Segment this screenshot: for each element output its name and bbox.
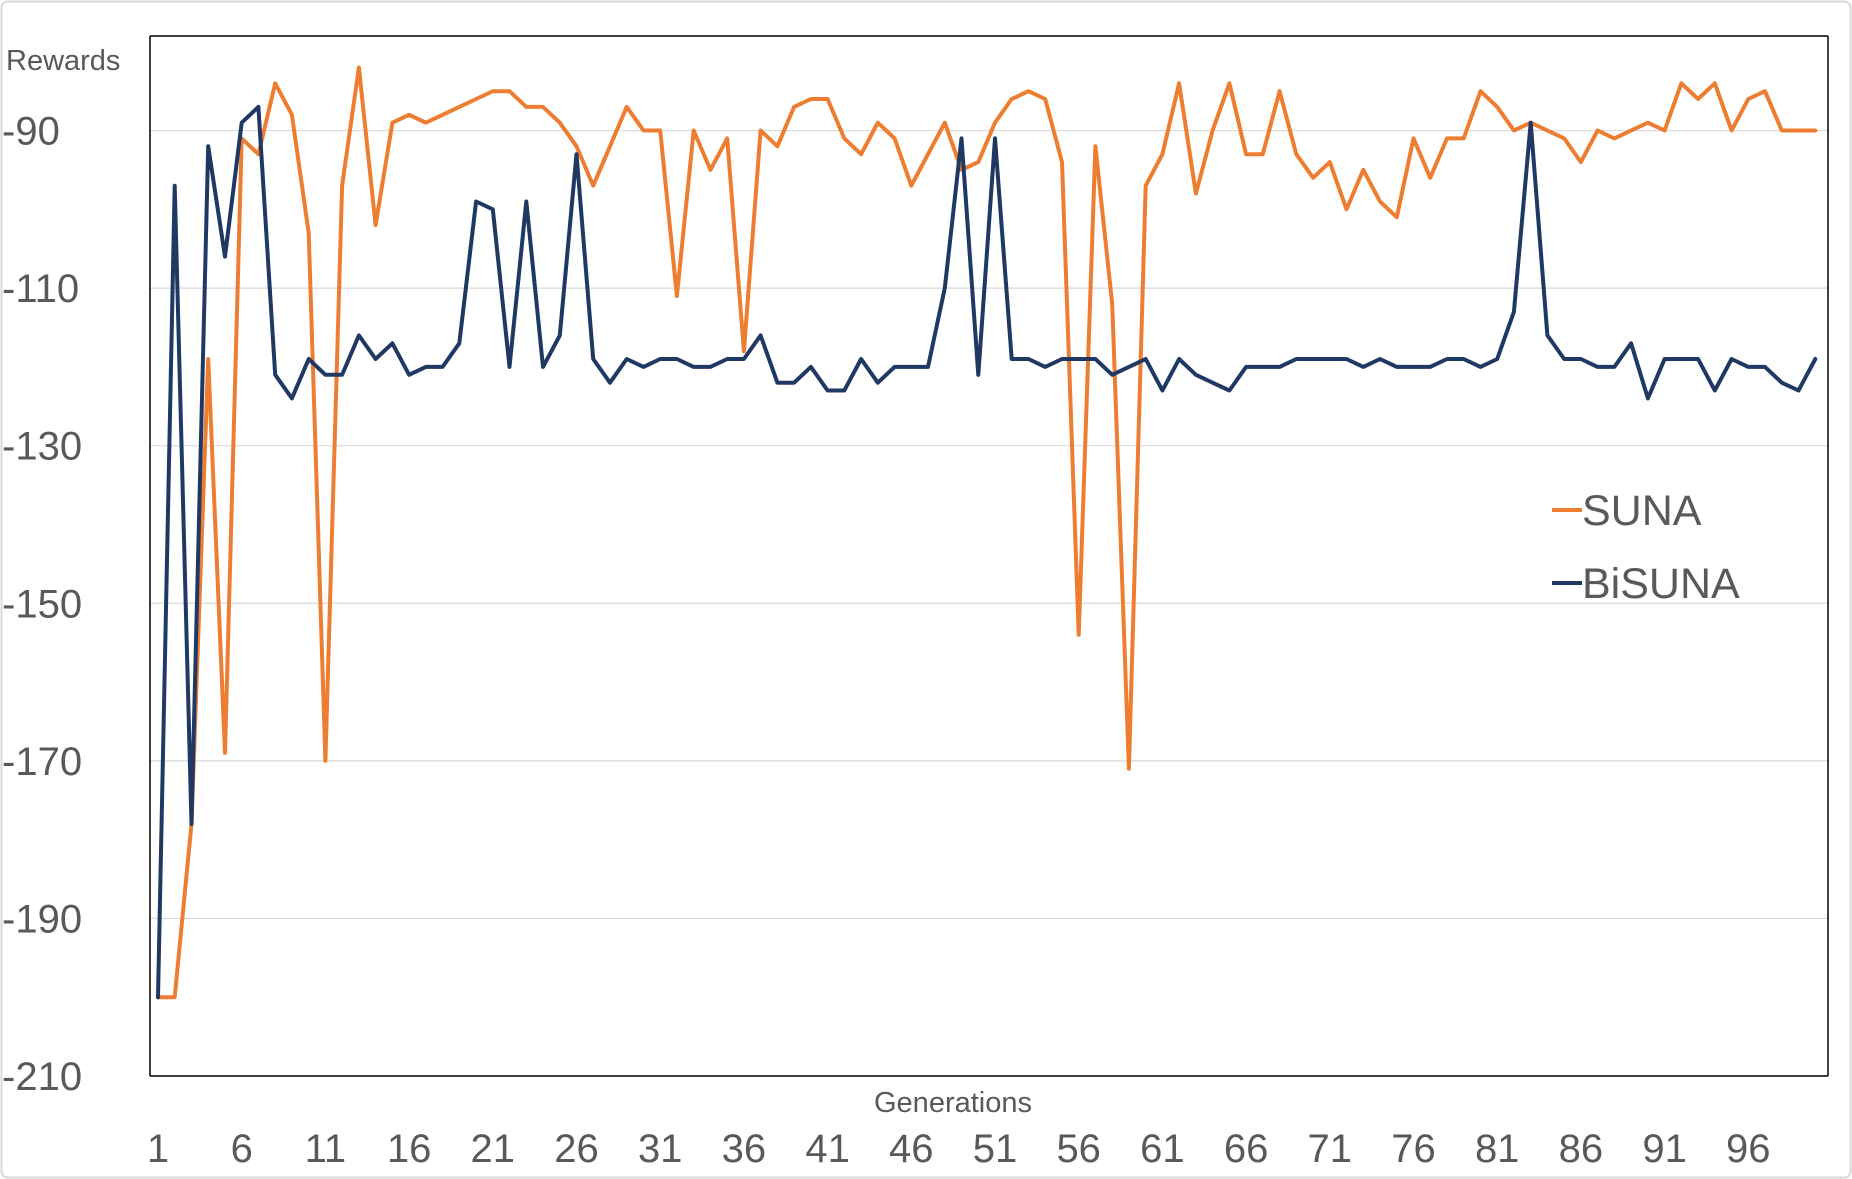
y-tick-label: -170 bbox=[2, 740, 82, 784]
plot-area bbox=[149, 35, 1829, 1077]
x-tick-label: 61 bbox=[1140, 1127, 1185, 1171]
x-tick-label: 26 bbox=[554, 1127, 599, 1171]
x-tick-label: 31 bbox=[638, 1127, 683, 1171]
x-tick-label: 71 bbox=[1308, 1127, 1353, 1171]
x-tick-label: 46 bbox=[889, 1127, 934, 1171]
series-lines bbox=[156, 65, 1818, 1000]
x-tick-label: 11 bbox=[305, 1127, 347, 1171]
y-tick-label: -130 bbox=[2, 425, 82, 469]
y-tick-label: -190 bbox=[2, 897, 82, 941]
x-axis-ticks: 1 6 11 16 21 26 31 36 41 46 51 56 61 66 71 76 81 86 91 96 bbox=[147, 1127, 1771, 1171]
y-axis-ticks: -90 -110 -130 -150 -170 -190 -210 bbox=[2, 110, 82, 1099]
y-axis-title: Rewards bbox=[6, 45, 120, 77]
x-tick-label: 16 bbox=[387, 1127, 432, 1171]
x-tick-label: 91 bbox=[1642, 1127, 1687, 1171]
y-tick-label: -110 bbox=[2, 267, 79, 311]
x-tick-label: 6 bbox=[231, 1127, 253, 1171]
x-tick-label: 76 bbox=[1391, 1127, 1436, 1171]
y-tick-label: -90 bbox=[2, 110, 60, 154]
legend-label-suna: SUNA bbox=[1582, 487, 1702, 535]
x-tick-label: 51 bbox=[973, 1127, 1018, 1171]
x-tick-label: 56 bbox=[1056, 1127, 1101, 1171]
legend-label-bisuna: BiSUNA bbox=[1582, 560, 1740, 608]
legend: SUNA BiSUNA bbox=[1552, 487, 1740, 608]
x-axis-title: Generations bbox=[874, 1087, 1032, 1119]
x-tick-label: 1 bbox=[147, 1127, 169, 1171]
x-tick-label: 21 bbox=[471, 1127, 516, 1171]
x-tick-label: 36 bbox=[722, 1127, 767, 1171]
x-tick-label: 81 bbox=[1475, 1127, 1520, 1171]
x-tick-label: 41 bbox=[805, 1127, 850, 1171]
x-tick-label: 96 bbox=[1726, 1127, 1771, 1171]
x-tick-label: 86 bbox=[1559, 1127, 1604, 1171]
y-tick-label: -210 bbox=[2, 1055, 82, 1099]
series-line-suna bbox=[156, 65, 1818, 1000]
series-line-bisuna bbox=[156, 104, 1818, 1000]
x-tick-label: 66 bbox=[1224, 1127, 1269, 1171]
y-tick-label: -150 bbox=[2, 582, 82, 626]
